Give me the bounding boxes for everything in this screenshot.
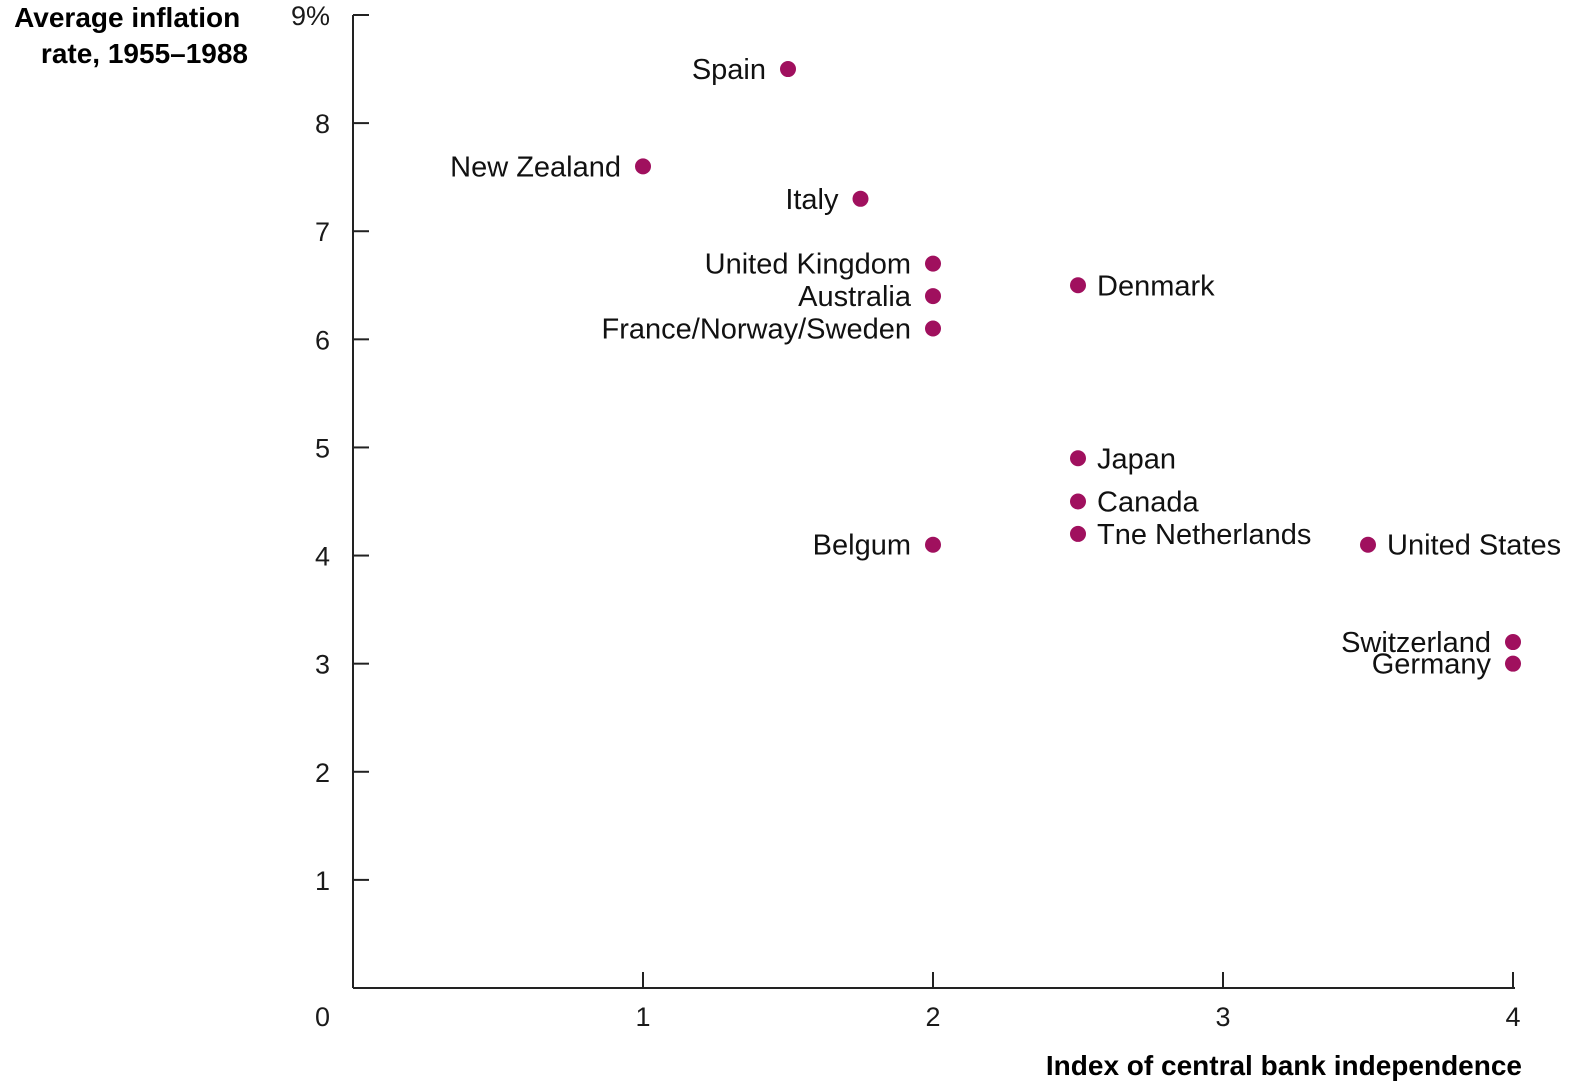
data-point-label: United States: [1387, 530, 1561, 562]
data-point-label: Switzerland: [1341, 627, 1491, 659]
data-point: [925, 320, 941, 337]
data-points: Spain New Zealand Italy United KingdomAustr…: [450, 54, 1561, 681]
y-tick-label: 3: [315, 650, 330, 680]
data-point-label: Belgum: [813, 530, 911, 562]
data-point-label: Italy: [785, 184, 839, 216]
data-point: [1070, 450, 1086, 467]
data-point-label: Spain: [692, 54, 766, 86]
y-tick-label: 5: [315, 433, 330, 463]
y-tick-label: 6: [315, 325, 330, 355]
x-tick-label: 3: [1215, 1002, 1230, 1032]
data-point: [852, 190, 869, 207]
y-axis-ticks: 1 2 3 4 5 6 7 8 9%: [291, 1, 369, 896]
y-tick-label: 9%: [291, 1, 330, 31]
data-point: [1070, 493, 1086, 510]
x-tick-label: 1: [635, 1002, 650, 1032]
data-point: [635, 158, 651, 175]
y-tick-label: 7: [315, 217, 330, 247]
data-point-label: Denmark: [1097, 270, 1215, 302]
data-point-label: New Zealand: [450, 151, 621, 183]
data-point: [1360, 536, 1376, 553]
data-point: [1505, 655, 1521, 672]
data-point: [925, 288, 941, 305]
data-point-label: Japan: [1097, 443, 1176, 475]
data-point: [1070, 277, 1086, 294]
data-point: [925, 536, 941, 553]
y-axis-title-line-2: rate, 1955–1988: [41, 38, 248, 69]
x-tick-label: 2: [925, 1002, 940, 1032]
y-axis-title: Average inflation rate, 1955–1988: [14, 2, 248, 69]
x-axis-title: Index of central bank independence: [1046, 1050, 1522, 1081]
data-point-label: Australia: [798, 281, 912, 313]
y-tick-label: 2: [315, 758, 330, 788]
data-point-label: Tne Netherlands: [1097, 519, 1311, 551]
x-tick-label: 4: [1505, 1002, 1520, 1032]
y-tick-label: 1: [315, 866, 330, 896]
data-point-label: France/Norway/Sweden: [602, 314, 911, 346]
origin-label: 0: [315, 1002, 330, 1032]
data-point-label: United Kingdom: [705, 249, 911, 281]
data-point-label: Germany: [1372, 649, 1492, 681]
y-tick-label: 4: [315, 542, 330, 572]
y-tick-label: 8: [315, 109, 330, 139]
data-point: [1070, 525, 1086, 542]
data-point-label: Canada: [1097, 487, 1199, 519]
data-point: [780, 61, 796, 78]
y-axis-title-line-1: Average inflation: [14, 2, 240, 33]
data-point: [925, 255, 941, 272]
x-axis-ticks: 1 2 3 4: [635, 972, 1521, 1032]
data-point: [1505, 634, 1521, 651]
